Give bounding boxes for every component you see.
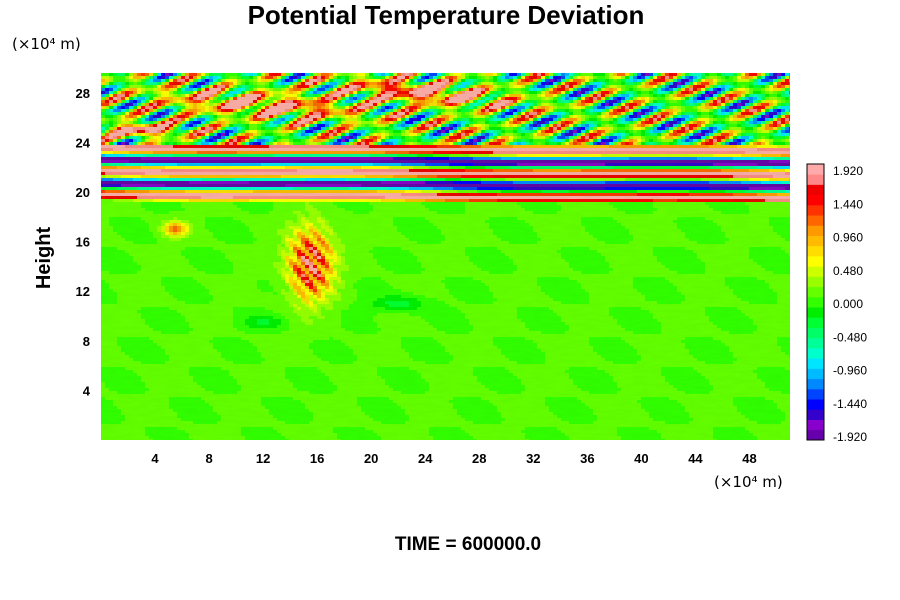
y-tick-labels: 4 8 12 16 20 24 28	[76, 86, 91, 399]
x-tick-label: 24	[418, 451, 433, 466]
x-tick-label: 44	[688, 451, 703, 466]
colorbar-segment	[807, 348, 824, 359]
colorbar-segment	[807, 399, 824, 410]
x-tick-label: 40	[634, 451, 648, 466]
x-tick-label: 12	[256, 451, 270, 466]
colorbar-segment	[807, 174, 824, 185]
colorbar-segment	[807, 164, 824, 175]
colorbar-segment	[807, 286, 824, 298]
colorbar-segment	[807, 194, 824, 206]
y-axis-label: Height	[33, 227, 55, 290]
x-tick-label: 4	[151, 451, 159, 466]
colorbar-segment	[807, 235, 824, 247]
colorbar-segment	[807, 245, 824, 257]
y-tick-label: 28	[76, 86, 90, 101]
colorbar-tick-label: 0.960	[833, 231, 863, 245]
x-tick-label: 36	[580, 451, 594, 466]
colorbar-segment	[807, 204, 824, 216]
colorbar-segment	[807, 358, 824, 369]
y-tick-label: 4	[83, 383, 91, 398]
colorbar-labels: 1.920 1.440 0.960 0.480 0.000 -0.480 -0.960 -1.…	[833, 164, 867, 444]
colorbar-tick-label: -0.480	[833, 330, 867, 344]
colorbar-tick-label: -1.440	[833, 397, 867, 411]
y-tick-label: 24	[76, 135, 91, 150]
y-tick-label: 16	[76, 235, 90, 250]
colorbar-tick-label: 0.000	[833, 297, 863, 311]
colorbar-segment	[807, 184, 824, 196]
colorbar-segment	[807, 368, 824, 380]
y-tick-label: 20	[76, 185, 90, 200]
colorbar-tick-label: -0.960	[833, 364, 867, 378]
colorbar-segment	[807, 266, 824, 277]
colorbar	[806, 163, 825, 441]
colorbar-segment	[807, 225, 824, 236]
chart-title: Potential Temperature Deviation	[248, 0, 645, 30]
colorbar-segment	[807, 276, 824, 288]
x-tick-labels: 4 8 12 16 20 24 28 32 36 40 44 48	[151, 451, 756, 466]
y-tick-label: 8	[83, 334, 90, 349]
x-tick-label: 28	[472, 451, 486, 466]
time-label: TIME = 600000.0	[395, 534, 541, 555]
heatmap-plot-area	[101, 73, 790, 440]
x-tick-label: 20	[364, 451, 378, 466]
colorbar-segment	[807, 429, 824, 441]
x-tick-label: 48	[742, 451, 756, 466]
heatmap-field	[101, 73, 790, 440]
colorbar-tick-label: -1.920	[833, 430, 867, 444]
colorbar-segment	[807, 296, 824, 308]
colorbar-segment	[807, 215, 824, 226]
colorbar-tick-label: 0.480	[833, 264, 863, 278]
colorbar-tick-label: 1.440	[833, 197, 863, 211]
colorbar-segment	[807, 378, 824, 390]
colorbar-segment	[807, 419, 824, 431]
y-tick-label: 12	[76, 284, 90, 299]
x-tick-label: 32	[526, 451, 540, 466]
colorbar-segment	[807, 327, 824, 339]
colorbar-segment	[807, 317, 824, 328]
x-tick-label: 16	[310, 451, 324, 466]
colorbar-segment	[807, 307, 824, 318]
colorbar-segment	[807, 388, 824, 400]
y-unit-label: (×10⁴ m)	[12, 35, 81, 53]
colorbar-segment	[807, 409, 824, 420]
colorbar-tick-label: 1.920	[833, 164, 863, 178]
x-unit-label: (×10⁴ m)	[714, 473, 783, 491]
x-tick-label: 8	[205, 451, 212, 466]
colorbar-segment	[807, 337, 824, 349]
colorbar-segment	[807, 256, 824, 267]
